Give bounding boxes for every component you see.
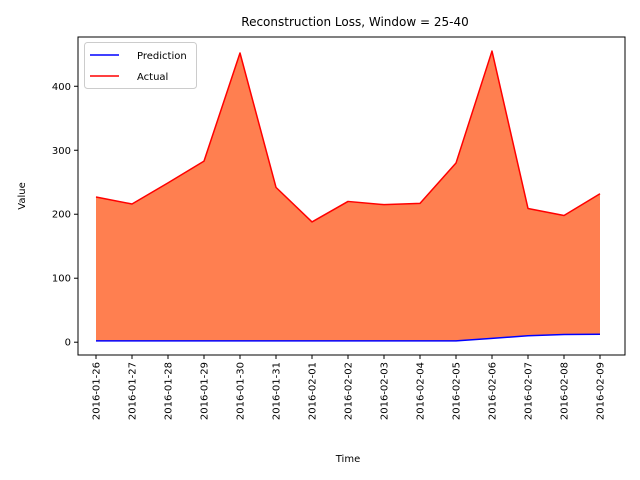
x-tick-label: 2016-01-28 — [164, 362, 175, 420]
y-tick-label: 400 — [52, 82, 71, 93]
series-line-prediction — [96, 333, 601, 342]
plot-frame — [77, 36, 626, 356]
x-tick-label: 2016-02-06 — [488, 362, 499, 420]
x-tick-label: 2016-01-30 — [236, 362, 247, 420]
x-tick-label: 2016-02-03 — [380, 362, 391, 420]
chart-title: Reconstruction Loss, Window = 25-40 — [241, 15, 468, 29]
x-tick-label: 2016-02-05 — [452, 362, 463, 420]
y-tick-label: 0 — [65, 338, 71, 349]
legend: Prediction Actual — [84, 42, 197, 89]
x-tick-label: 2016-02-04 — [416, 362, 427, 420]
y-tick-label: 100 — [52, 274, 71, 285]
legend-label-actual: Actual — [137, 72, 168, 83]
x-axis-label: Time — [335, 454, 360, 465]
y-tick-label: 300 — [52, 146, 71, 157]
x-tick-label: 2016-02-07 — [524, 362, 535, 420]
plot-area — [95, 50, 601, 342]
legend-label-prediction: Prediction — [137, 51, 187, 62]
y-axis: 0 100 200 300 400 — [52, 82, 78, 349]
x-tick-label: 2016-01-26 — [92, 362, 103, 420]
x-tick-label: 2016-01-29 — [200, 362, 211, 420]
series-line-actual — [95, 50, 601, 223]
x-axis: 2016-01-26 2016-01-27 2016-01-28 2016-01-29… — [92, 355, 607, 420]
legend-box — [84, 42, 197, 89]
x-tick-label: 2016-02-08 — [560, 362, 571, 420]
x-tick-label: 2016-02-01 — [308, 362, 319, 420]
y-tick-label: 200 — [52, 210, 71, 221]
x-tick-label: 2016-01-31 — [272, 362, 283, 420]
x-tick-label: 2016-02-02 — [344, 362, 355, 420]
x-tick-label: 2016-01-27 — [128, 362, 139, 420]
fill-area-between — [96, 51, 600, 341]
y-axis-label: Value — [17, 182, 28, 209]
x-tick-label: 2016-02-09 — [596, 362, 607, 420]
